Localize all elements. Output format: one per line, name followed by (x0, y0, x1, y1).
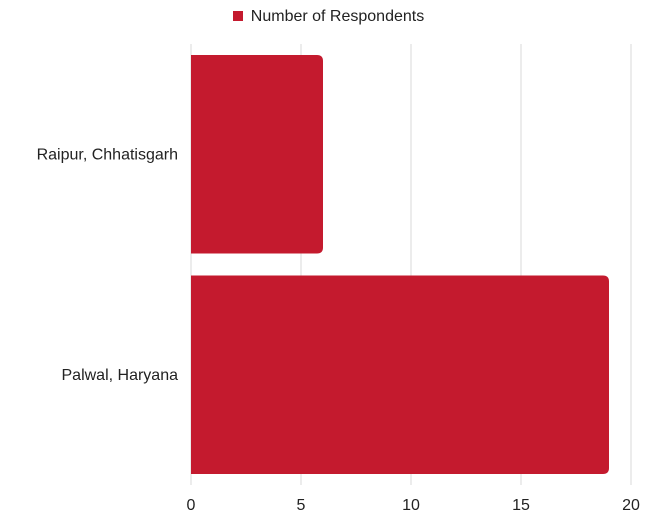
x-tick-label: 15 (512, 497, 530, 514)
legend-swatch (232, 11, 243, 21)
bar-palwal-haryana (191, 275, 609, 474)
legend: Number of Respondents (0, 8, 657, 26)
x-tick-label: 5 (297, 497, 306, 514)
x-tick-label: 20 (622, 497, 640, 514)
legend-label: Number of Respondents (250, 8, 425, 25)
x-tick-label: 10 (402, 497, 420, 514)
x-tick-label: 0 (187, 497, 196, 514)
category-label: Palwal, Haryana (62, 367, 179, 384)
bar-raipur-chhatisgarh (191, 55, 323, 254)
category-label: Raipur, Chhatisgarh (37, 146, 178, 163)
